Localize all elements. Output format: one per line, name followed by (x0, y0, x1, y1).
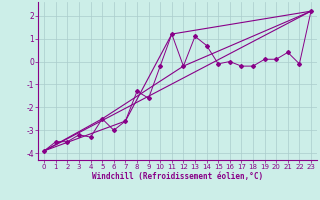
X-axis label: Windchill (Refroidissement éolien,°C): Windchill (Refroidissement éolien,°C) (92, 172, 263, 181)
